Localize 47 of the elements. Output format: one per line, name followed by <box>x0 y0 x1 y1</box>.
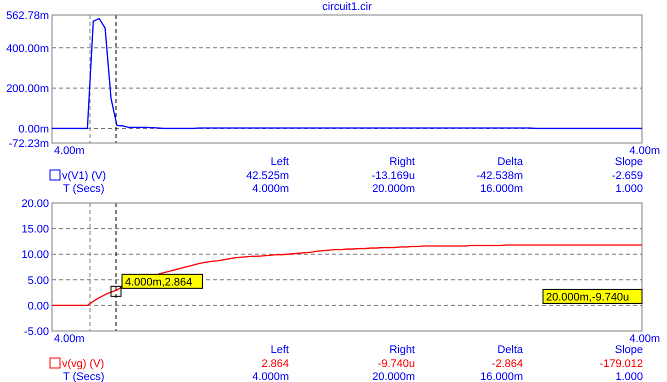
text: -42.538m <box>476 170 523 182</box>
y-tick-label: 400.00m <box>6 42 49 55</box>
text: -2.864 <box>492 358 523 370</box>
text: 4.00m <box>629 333 660 345</box>
text: Right <box>389 156 415 168</box>
text: 20.000m <box>372 371 415 382</box>
legend-label: v(vg) (V) <box>62 358 104 370</box>
text: Slope <box>614 344 643 356</box>
text: T (Secs) <box>63 183 104 195</box>
text: 16.000m <box>480 371 523 382</box>
y-tick-label: 562.78m <box>6 10 49 22</box>
y-tick-label: 0.00 <box>28 300 49 312</box>
text: Delta <box>497 344 524 356</box>
y-tick-label: -5.00 <box>24 326 49 338</box>
text: 2.864 <box>261 358 289 370</box>
text: 4.000m <box>252 371 289 382</box>
text: Delta <box>497 156 524 168</box>
text: 1.000 <box>615 183 643 195</box>
legend-label: v(V1) (V) <box>62 170 106 182</box>
text: -9.740u <box>378 358 415 370</box>
text: 1.000 <box>615 371 643 382</box>
text: -2.659 <box>612 170 643 182</box>
chart-title: circuit1.cir <box>322 1 372 13</box>
text: 4.000m <box>252 183 289 195</box>
text: -179.012 <box>600 358 643 370</box>
text: 42.525m <box>246 170 289 182</box>
text: 20.000m <box>372 183 415 195</box>
text: 16.000m <box>480 183 523 195</box>
y-tick-label: 0.00m <box>18 123 49 136</box>
text: -13.169u <box>372 170 415 182</box>
y-tick-label: 10.00 <box>21 249 49 262</box>
text: T (Secs) <box>63 371 104 382</box>
annotation: 20.000m,-9.740u <box>546 291 630 304</box>
text: Right <box>389 344 415 356</box>
annotation: 4.000m,2.864 <box>125 276 192 288</box>
text: Left <box>270 344 289 356</box>
y-tick-label: 20.00 <box>21 198 49 210</box>
y-tick-label: -72.23m <box>8 138 49 150</box>
y-tick-label: 15.00 <box>21 224 49 236</box>
y-tick-label: 5.00 <box>28 274 49 287</box>
text: Left <box>270 156 289 168</box>
y-tick-label: 200.00m <box>6 83 49 96</box>
text: 4.00m <box>54 333 85 345</box>
text: 4.00m <box>629 145 660 157</box>
text: 4.00m <box>54 145 85 157</box>
line-series <box>51 18 643 130</box>
text: Slope <box>614 156 643 168</box>
